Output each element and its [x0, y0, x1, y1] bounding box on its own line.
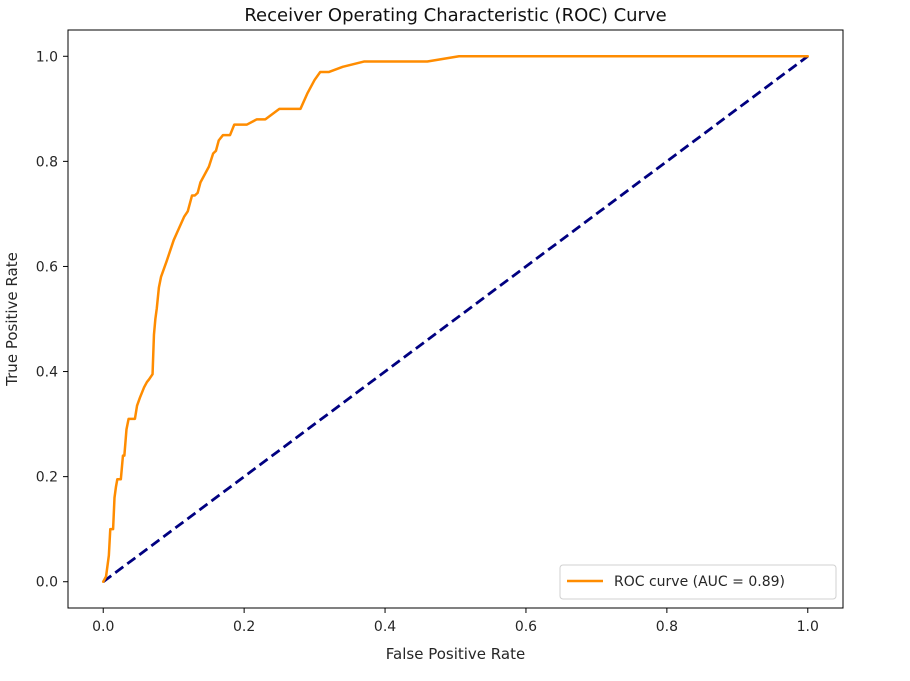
x-tick-label-4: 0.8 — [656, 619, 678, 635]
x-tick-label-2: 0.4 — [374, 619, 396, 635]
y-tick-label-3: 0.6 — [36, 259, 58, 275]
chance-diagonal-line — [102, 55, 809, 583]
legend: ROC curve (AUC = 0.89) — [559, 564, 837, 600]
x-axis-label: False Positive Rate — [386, 645, 525, 663]
y-tick-label-2: 0.4 — [36, 365, 58, 381]
x-tick-label-3: 0.6 — [515, 619, 537, 635]
ticks-layer: 0.0 0.2 0.4 0.6 0.8 1.0 0.0 0.2 0.4 0.6 0.8 1.0 — [36, 49, 819, 635]
y-tick-label-0: 0.0 — [36, 575, 58, 591]
x-tick-label-0: 0.0 — [92, 619, 114, 635]
y-tick-label-4: 0.8 — [36, 154, 58, 170]
y-tick-label-5: 1.0 — [36, 49, 58, 65]
plot-layer — [101, 55, 810, 583]
legend-box — [559, 564, 837, 600]
roc-curve-line — [101, 55, 810, 583]
y-tick-label-1: 0.2 — [36, 470, 58, 486]
x-tick-label-5: 1.0 — [797, 619, 819, 635]
x-tick-label-1: 0.2 — [233, 619, 255, 635]
y-axis-label: True Positive Rate — [3, 252, 21, 387]
chart-title: Receiver Operating Characteristic (ROC) … — [244, 5, 666, 26]
axes-frame — [67, 29, 844, 609]
legend-label-roc-curve: ROC curve (AUC = 0.89) — [614, 574, 785, 590]
